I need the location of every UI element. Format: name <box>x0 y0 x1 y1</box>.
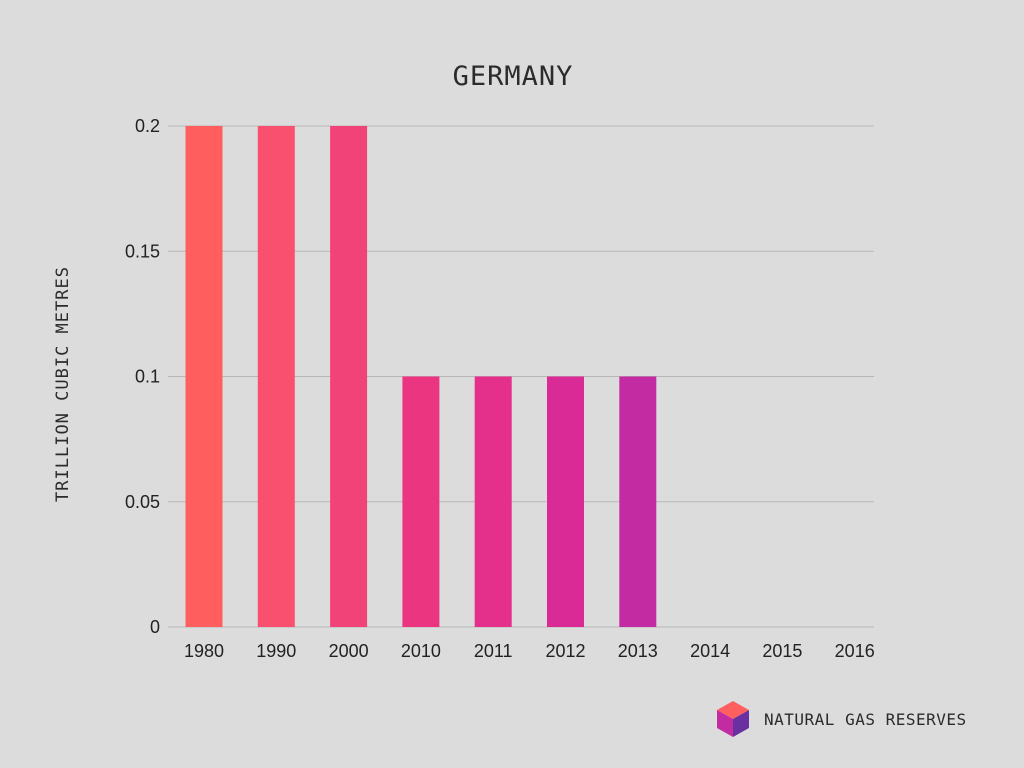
x-tick-label: 2011 <box>474 641 513 661</box>
y-tick-label: 0 <box>150 617 160 637</box>
x-tick-label: 2000 <box>329 641 369 661</box>
x-tick-label: 1990 <box>256 641 296 661</box>
bar-2013 <box>619 376 657 627</box>
chart-title: GERMANY <box>453 61 574 92</box>
x-tick-labels: 1980 1990 2000 2010 2011 2012 2013 2014 2015 2016 <box>184 641 875 661</box>
bar-2000 <box>330 126 368 627</box>
x-tick-label: 2015 <box>762 641 802 661</box>
bar-1980 <box>185 126 223 627</box>
bar-2012 <box>547 376 584 627</box>
y-tick-label: 0.05 <box>125 492 160 512</box>
y-tick-label: 0.1 <box>135 367 160 387</box>
y-tick-labels: 0 0.05 0.1 0.15 0.2 <box>125 116 160 637</box>
y-axis-label: TRILLION CUBIC METRES <box>53 266 73 502</box>
y-tick-label: 0.15 <box>125 241 160 261</box>
bar-1990 <box>257 126 295 627</box>
bar-2011 <box>474 376 512 627</box>
y-tick-label: 0.2 <box>135 116 160 136</box>
brand-footer: NATURAL GAS RESERVES <box>716 700 967 738</box>
brand-label: NATURAL GAS RESERVES <box>764 709 967 729</box>
x-tick-label: 2016 <box>835 641 875 661</box>
bar-2010 <box>402 376 440 627</box>
bars <box>185 126 657 627</box>
x-tick-label: 1980 <box>184 641 224 661</box>
bar-chart: GERMANY TRILLION CUBIC METRES 0 0.05 0.1 0.… <box>53 61 875 661</box>
x-tick-label: 2010 <box>401 641 441 661</box>
x-tick-label: 2013 <box>618 641 658 661</box>
cube-icon <box>717 701 749 737</box>
x-tick-label: 2014 <box>690 641 730 661</box>
x-tick-label: 2012 <box>545 641 585 661</box>
